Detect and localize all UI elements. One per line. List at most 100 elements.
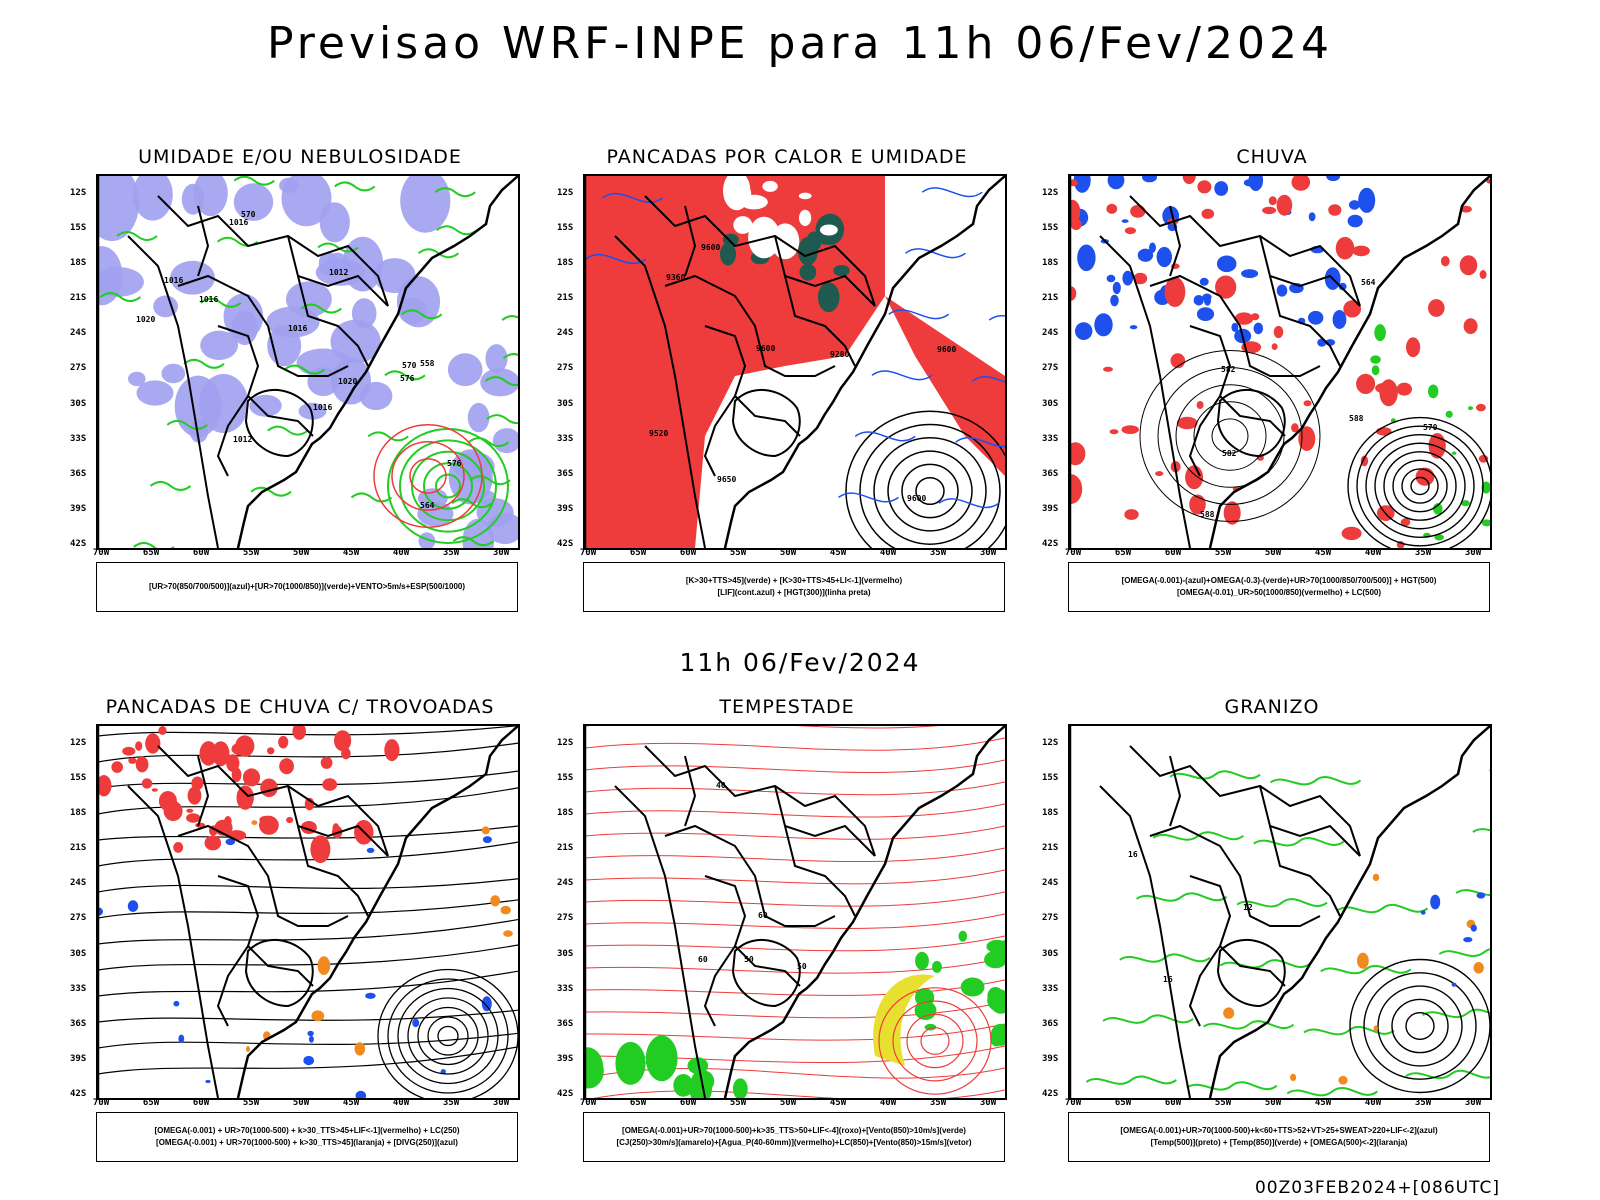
contour-label: 1016 bbox=[199, 295, 218, 304]
lat-tick-label: 24S bbox=[1042, 328, 1059, 339]
streamline bbox=[98, 1009, 518, 1023]
lon-tick-label: 50W bbox=[779, 1098, 797, 1108]
lat-tick-label: 39S bbox=[557, 503, 574, 514]
shaded-area bbox=[490, 895, 501, 907]
shaded-area bbox=[1406, 337, 1421, 358]
shaded-area bbox=[1459, 255, 1478, 276]
legend-box: [OMEGA(-0.001) + UR>70(1000-500) + k>30_… bbox=[96, 1112, 518, 1162]
shaded-area bbox=[365, 992, 376, 999]
isoline bbox=[233, 176, 275, 186]
lon-tick-label: 40W bbox=[392, 548, 410, 558]
shaded-area bbox=[1070, 442, 1086, 466]
shaded-area bbox=[762, 180, 778, 192]
lat-tick-label: 42S bbox=[70, 1088, 87, 1099]
isoline bbox=[906, 1013, 964, 1069]
isoline bbox=[585, 913, 1005, 929]
shaded-area bbox=[932, 960, 942, 973]
shaded-area bbox=[1326, 176, 1341, 182]
lon-tick-label: 60W bbox=[1164, 548, 1182, 558]
shaded-area bbox=[1273, 325, 1284, 339]
legend-line: [OMEGA(-0.001) + UR>70(1000-500) + k>30_… bbox=[154, 1126, 460, 1135]
lon-tick-label: 30W bbox=[979, 548, 997, 558]
shaded-area bbox=[1214, 181, 1229, 196]
contour-label: 16 bbox=[1163, 975, 1173, 984]
panel-title: PANCADAS POR CALOR E UMIDADE bbox=[606, 146, 968, 168]
isoline bbox=[585, 803, 1005, 818]
shaded-area bbox=[111, 761, 123, 773]
isoline bbox=[367, 431, 409, 442]
shaded-area bbox=[1196, 401, 1204, 409]
shaded-area bbox=[153, 295, 178, 318]
shaded-area bbox=[303, 1055, 315, 1066]
shaded-area bbox=[485, 344, 508, 373]
shaded-area bbox=[1223, 1007, 1235, 1019]
shaded-area bbox=[260, 778, 278, 798]
contour-label: 576 bbox=[400, 374, 415, 383]
isoline bbox=[1377, 985, 1463, 1067]
shaded-area bbox=[1103, 366, 1113, 372]
shaded-area bbox=[1142, 176, 1157, 183]
streamline bbox=[98, 970, 518, 997]
lat-tick-label: 18S bbox=[1042, 808, 1059, 819]
shaded-area bbox=[1445, 410, 1453, 418]
lon-tick-label: 45W bbox=[829, 1098, 847, 1108]
shaded-area bbox=[1164, 276, 1186, 307]
contour-label: 564 bbox=[420, 501, 435, 510]
shaded-area bbox=[1349, 200, 1360, 210]
lat-tick-label: 18S bbox=[557, 808, 574, 819]
lon-tick-label: 55W bbox=[729, 1098, 747, 1108]
lon-tick-label: 55W bbox=[242, 548, 260, 558]
lon-tick-label: 55W bbox=[729, 548, 747, 558]
shaded-area bbox=[242, 768, 261, 787]
contour-label: 9520 bbox=[649, 429, 668, 438]
shaded-area bbox=[186, 813, 201, 823]
isoline bbox=[1186, 1081, 1278, 1091]
shaded-area bbox=[615, 1041, 646, 1085]
shaded-area bbox=[1481, 519, 1490, 527]
shaded-area bbox=[1463, 318, 1478, 335]
lon-tick-label: 45W bbox=[342, 548, 360, 558]
legend-line: [K>30+TTS>45](verde) + [K>30+TTS>45+LI<-… bbox=[685, 576, 903, 585]
lat-tick-label: 27S bbox=[1042, 363, 1059, 374]
isoline bbox=[401, 309, 443, 320]
shaded-area bbox=[817, 282, 840, 313]
isoline bbox=[901, 463, 959, 519]
shaded-area bbox=[298, 402, 327, 420]
shaded-area bbox=[1470, 924, 1477, 932]
shaded-area bbox=[1352, 245, 1370, 257]
streamline bbox=[98, 742, 518, 763]
legend-box: [OMEGA(-0.001)+UR>70(1000-500)+k>35_TTS>… bbox=[583, 1112, 1005, 1162]
contour-label: 564 bbox=[1361, 278, 1376, 287]
shaded-area bbox=[1193, 295, 1204, 306]
shaded-area bbox=[281, 176, 332, 227]
map-umidade: 1016 1016 1016 1016 1012 1012 1020 1020 576 576 57… bbox=[96, 174, 520, 550]
map-canvas: 9600 9600 9600 9600 9520 9360 9280 9650 bbox=[585, 176, 1005, 548]
map-canvas: 50 40 60 60 50 bbox=[585, 726, 1005, 1098]
isoline bbox=[1320, 964, 1412, 975]
lat-tick-label: 27S bbox=[557, 363, 574, 374]
isoline bbox=[1374, 442, 1466, 530]
run-timestamp: 00Z03FEB2024+[086UTC] bbox=[1254, 1178, 1500, 1198]
isoline bbox=[1392, 459, 1448, 513]
contour-label: 588 bbox=[1200, 510, 1215, 519]
lat-tick-label: 12S bbox=[70, 738, 87, 748]
isoline bbox=[267, 425, 309, 436]
isoline bbox=[905, 248, 966, 259]
contour-label: 9600 bbox=[937, 345, 956, 354]
map-canvas bbox=[98, 726, 518, 1098]
shaded-area bbox=[689, 1074, 712, 1098]
shaded-area bbox=[1106, 274, 1116, 283]
lat-tick-label: 36S bbox=[70, 468, 87, 479]
shaded-area bbox=[359, 381, 393, 411]
isoline bbox=[988, 314, 1005, 321]
shaded-area bbox=[1129, 325, 1138, 330]
shaded-area bbox=[132, 176, 173, 221]
contour-label: 9280 bbox=[830, 350, 849, 359]
shaded-area bbox=[1075, 322, 1093, 340]
shaded-area bbox=[334, 730, 352, 752]
isoline bbox=[1303, 1025, 1395, 1036]
shaded-area bbox=[799, 263, 817, 281]
lat-tick-label: 33S bbox=[557, 983, 574, 994]
isoline bbox=[1286, 1086, 1378, 1097]
shaded-area bbox=[354, 1042, 366, 1056]
